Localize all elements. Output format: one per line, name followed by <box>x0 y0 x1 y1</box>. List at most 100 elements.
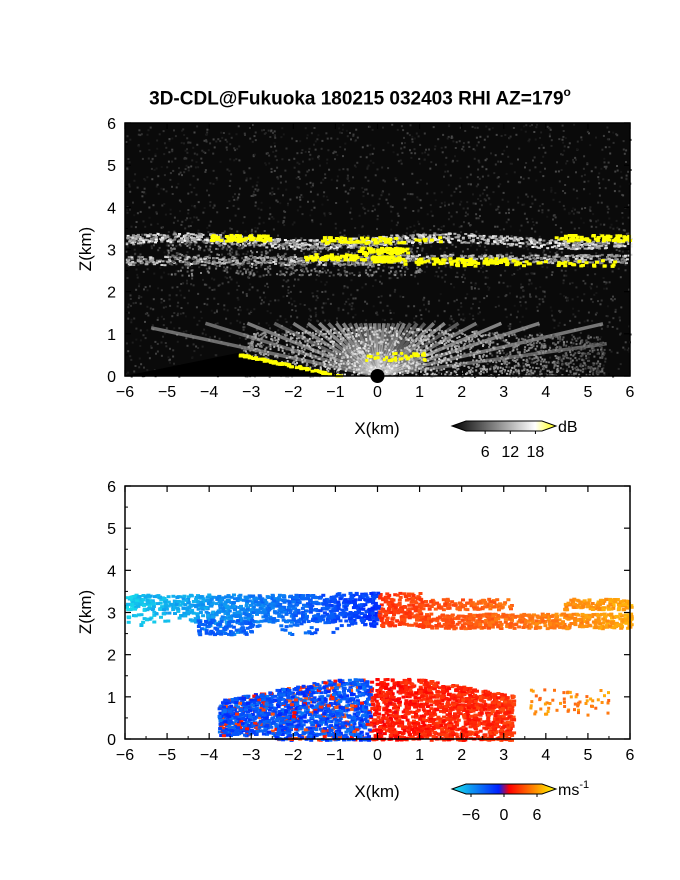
snr-noise-pixel <box>326 199 329 201</box>
snr-cloud-pixel <box>223 256 226 259</box>
snr-cloud-pixel <box>216 253 219 256</box>
snr-strong-pixel <box>225 239 230 243</box>
snr-noise-pixel <box>525 124 528 127</box>
snr-noise-pixel <box>142 270 145 273</box>
snr-cloud-pixel <box>288 240 291 243</box>
snr-noise-pixel <box>624 269 627 272</box>
snr-cloud-pixel <box>248 273 251 276</box>
snr-cloud-pixel <box>289 256 292 259</box>
snr-cloud-pixel <box>268 265 271 268</box>
snr-cloud-pixel <box>230 243 234 246</box>
snr-cloud-pixel <box>197 245 200 248</box>
snr-noise-pixel <box>184 227 187 230</box>
snr-noise-pixel <box>201 332 204 335</box>
snr-noise-pixel <box>563 274 566 277</box>
snr-noise-pixel <box>211 277 213 280</box>
snr-cloud-pixel <box>289 273 292 276</box>
snr-cloud-pixel <box>187 235 191 237</box>
snr-noise-pixel <box>470 183 472 186</box>
snr-noise-pixel <box>199 354 202 357</box>
snr-noise-pixel <box>322 311 325 314</box>
snr-noise-pixel <box>562 204 565 207</box>
snr-strong-pixel <box>383 240 388 244</box>
snr-noise-pixel <box>458 185 461 188</box>
snr-cloud-pixel <box>235 271 238 274</box>
snr-noise-pixel <box>197 218 200 221</box>
snr-noise-pixel <box>196 143 199 146</box>
snr-noise-pixel <box>173 362 175 365</box>
snr-cloud-pixel <box>247 237 251 240</box>
snr-noise-pixel <box>485 125 488 128</box>
snr-cloud-pixel <box>228 252 231 255</box>
snr-noise-pixel <box>146 329 149 332</box>
snr-noise-pixel <box>612 131 615 134</box>
snr-noise-pixel <box>616 226 619 229</box>
snr-noise-pixel <box>566 368 568 371</box>
snr-strong-pixel <box>215 238 220 241</box>
snr-noise-pixel <box>524 335 527 338</box>
snr-noise-pixel <box>604 283 607 286</box>
snr-noise-pixel <box>450 266 453 269</box>
snr-cloud-pixel <box>329 246 333 249</box>
snr-cloud-pixel <box>179 244 182 247</box>
snr-noise-pixel <box>343 303 346 306</box>
snr-cloud-pixel <box>172 241 175 244</box>
snr-cloud-pixel <box>565 244 569 247</box>
snr-noise-pixel <box>417 198 420 201</box>
snr-noise-pixel <box>464 130 467 132</box>
snr-noise-pixel <box>168 298 171 301</box>
snr-cloud-pixel <box>343 243 347 246</box>
snr-noise-pixel <box>484 276 487 279</box>
snr-noise-pixel <box>189 225 192 227</box>
snr-noise-pixel <box>515 371 518 374</box>
snr-noise-pixel <box>439 293 442 296</box>
snr-noise-pixel <box>328 275 331 277</box>
snr-noise-pixel <box>606 315 609 318</box>
snr-noise-pixel <box>291 352 294 355</box>
snr-cloud-pixel <box>229 253 232 256</box>
snr-cloud-pixel <box>139 242 142 245</box>
snr-noise-pixel <box>305 183 308 186</box>
snr-cloud-pixel <box>131 241 135 244</box>
snr-noise-pixel <box>515 133 518 136</box>
snr-noise-pixel <box>228 169 231 172</box>
snr-cloud-pixel <box>246 268 249 271</box>
snr-noise-pixel <box>239 343 241 346</box>
snr-noise-pixel <box>288 301 291 304</box>
snr-noise-pixel <box>127 158 130 160</box>
snr-strong-pixel <box>268 238 273 242</box>
snr-cloud-pixel <box>607 254 611 257</box>
snr-noise-pixel <box>160 275 163 278</box>
snr-cloud-pixel <box>204 241 207 244</box>
snr-noise-pixel <box>315 313 318 316</box>
snr-noise-pixel <box>466 293 469 296</box>
snr-noise-pixel <box>334 151 337 154</box>
snr-cloud-pixel <box>377 263 381 266</box>
snr-noise-pixel <box>138 129 141 132</box>
snr-noise-pixel <box>167 160 170 163</box>
snr-noise-pixel <box>429 167 432 170</box>
snr-cloud-pixel <box>282 247 286 250</box>
snr-noise-pixel <box>245 269 247 272</box>
snr-noise-pixel <box>462 142 465 145</box>
snr-cloud-pixel <box>574 244 578 247</box>
snr-noise-pixel <box>419 162 421 165</box>
snr-noise-pixel <box>462 207 465 210</box>
snr-noise-pixel <box>447 135 450 138</box>
snr-noise-pixel <box>141 233 143 236</box>
snr-cloud-pixel <box>128 240 132 243</box>
snr-noise-pixel <box>130 318 133 321</box>
snr-strong-pixel <box>256 236 261 240</box>
snr-strong-pixel <box>379 251 384 255</box>
snr-noise-pixel <box>564 192 567 195</box>
snr-cloud-pixel <box>311 244 315 247</box>
snr-cloud-pixel <box>340 246 343 249</box>
snr-noise-pixel <box>216 211 219 214</box>
snr-cloud-pixel <box>359 274 361 277</box>
snr-noise-pixel <box>381 191 384 194</box>
snr-strong-pixel <box>324 241 329 245</box>
snr-noise-pixel <box>387 167 390 170</box>
snr-noise-pixel <box>336 317 338 320</box>
snr-noise-pixel <box>587 356 590 359</box>
snr-noise-pixel <box>628 350 631 353</box>
